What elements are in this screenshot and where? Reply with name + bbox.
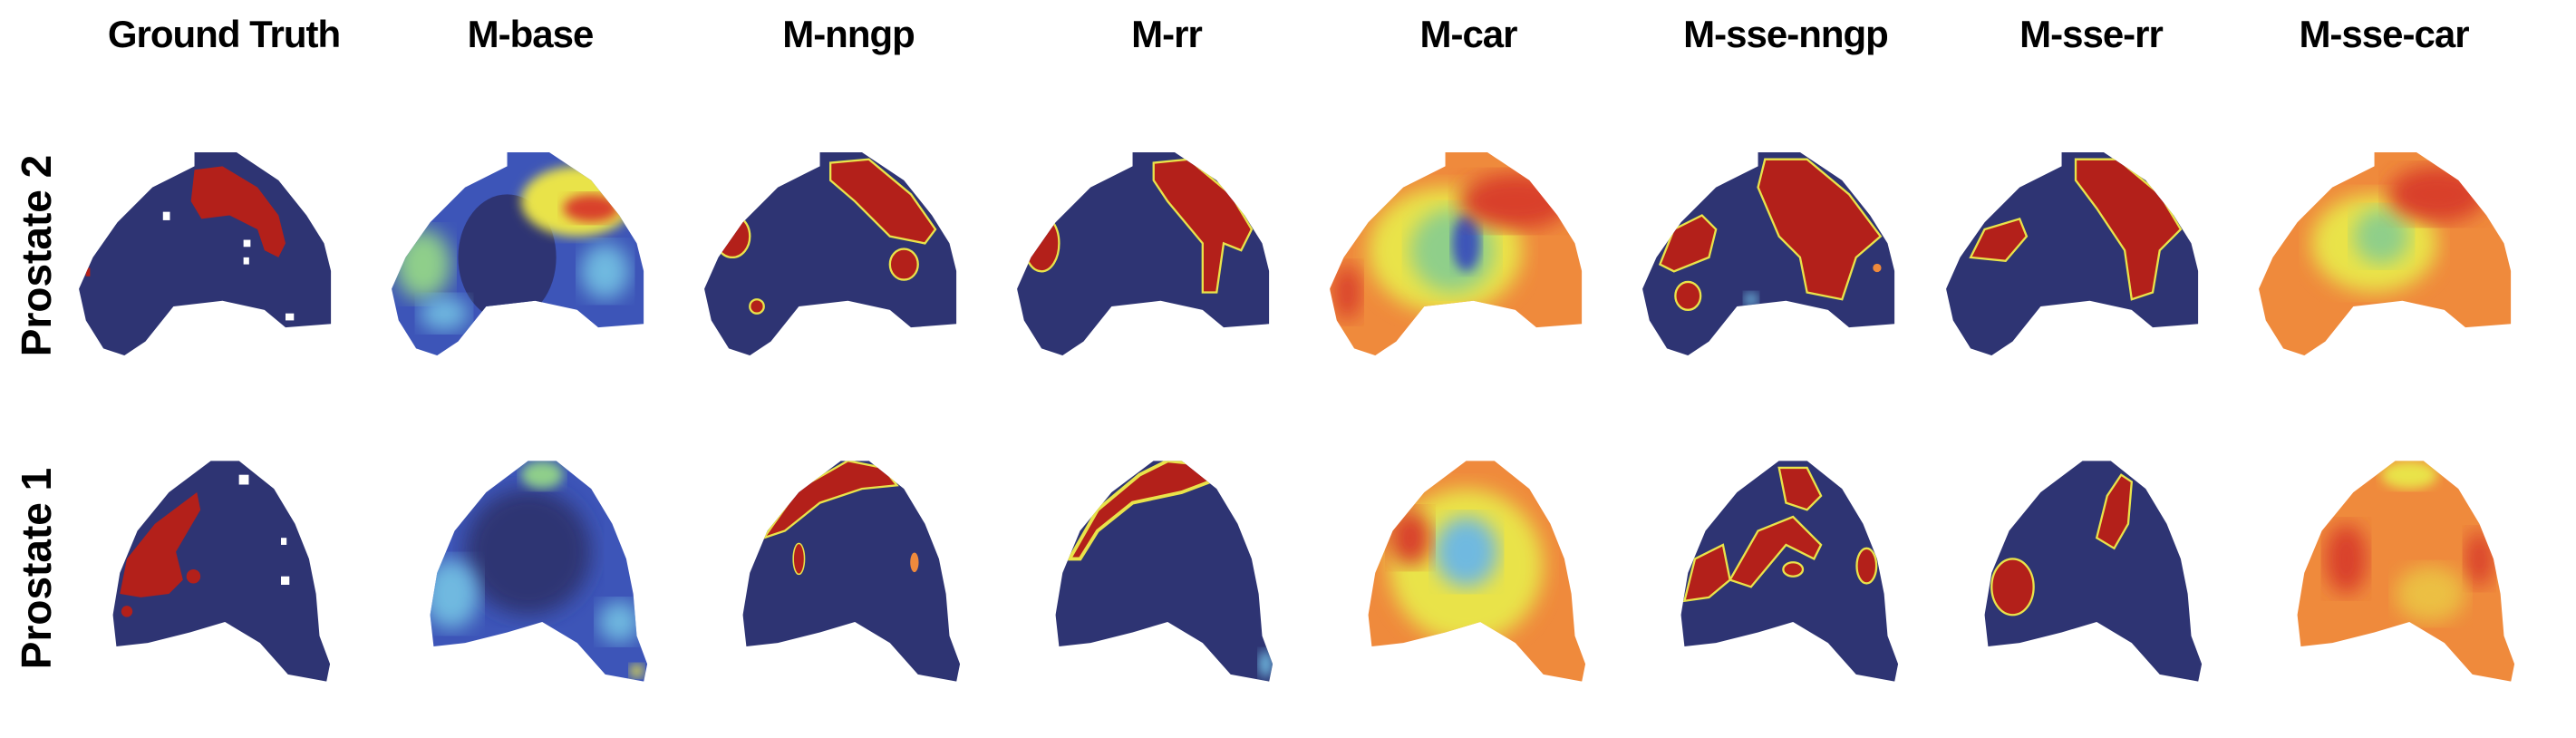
- heatmap-prostate1-m-car: [1305, 424, 1613, 714]
- heatmap-prostate2-m-rr: [993, 109, 1301, 399]
- column-title-m-sse-car: M-sse-car: [2299, 13, 2469, 55]
- tissue-map: [79, 151, 332, 356]
- heatmap-prostate1-m-sse-car: [2234, 424, 2542, 714]
- column-title-m-nngp: M-nngp: [782, 13, 915, 55]
- heatmap-prostate1-m-nngp: [680, 424, 988, 714]
- row-label-prostate-2: Prostate 2: [13, 154, 60, 357]
- column-title-m-car: M-car: [1419, 13, 1517, 55]
- column-title-m-base: M-base: [467, 13, 595, 55]
- heatmap-prostate2-m-sse-rr: [1922, 109, 2230, 399]
- column-title-m-sse-nngp: M-sse-nngp: [1683, 13, 1889, 55]
- heatmap-prostate2-m-sse-nngp: [1618, 109, 1926, 399]
- heatmap-prostate2-m-nngp: [680, 109, 988, 399]
- heatmap-prostate1-m-base: [367, 424, 675, 714]
- heatmap-prostate2-m-car: [1305, 109, 1613, 399]
- heatmap-prostate1-ground-truth: [50, 424, 358, 714]
- heatmap-prostate1-m-sse-rr: [1922, 424, 2230, 714]
- column-title-m-sse-rr: M-sse-rr: [2019, 13, 2164, 55]
- column-title-m-rr: M-rr: [1131, 13, 1203, 55]
- heatmap-prostate1-m-sse-nngp: [1618, 424, 1926, 714]
- heatmap-prostate2-m-base: [367, 109, 675, 399]
- column-title-ground-truth: Ground Truth: [107, 13, 341, 55]
- heatmap-prostate2-ground-truth: [54, 109, 363, 399]
- heatmap-prostate2-m-sse-car: [2234, 109, 2542, 399]
- heatmap-prostate1-m-rr: [993, 424, 1301, 714]
